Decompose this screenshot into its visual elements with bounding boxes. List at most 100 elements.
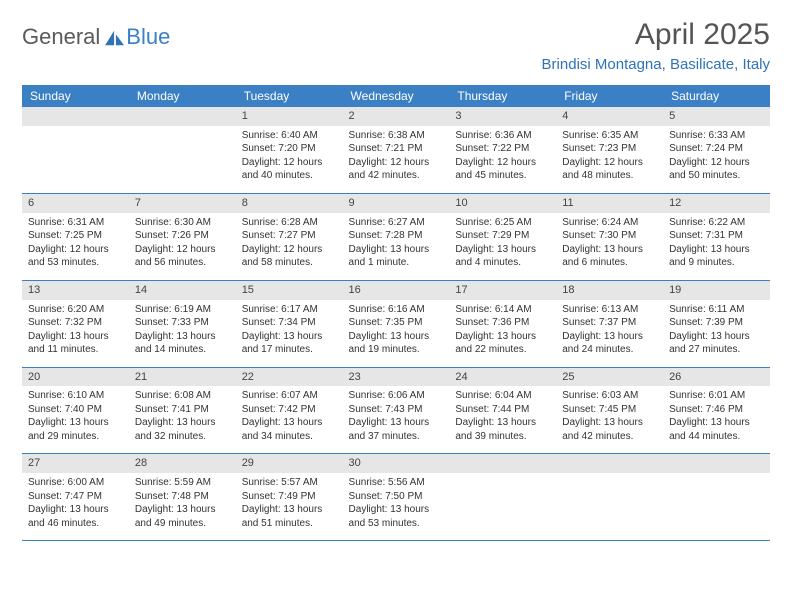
day-number: 18 xyxy=(556,281,663,300)
day-body: Sunrise: 6:11 AMSunset: 7:39 PMDaylight:… xyxy=(663,300,770,367)
sunset-text: Sunset: 7:25 PM xyxy=(28,229,123,243)
daylight-text: Daylight: 13 hours and 34 minutes. xyxy=(242,416,337,443)
sunset-text: Sunset: 7:22 PM xyxy=(455,142,550,156)
daylight-text: Daylight: 13 hours and 14 minutes. xyxy=(135,330,230,357)
day-body: Sunrise: 6:01 AMSunset: 7:46 PMDaylight:… xyxy=(663,386,770,453)
sunrise-text: Sunrise: 6:13 AM xyxy=(562,303,657,317)
sunset-text: Sunset: 7:24 PM xyxy=(669,142,764,156)
sunset-text: Sunset: 7:36 PM xyxy=(455,316,550,330)
day-number: 15 xyxy=(236,281,343,300)
daylight-text: Daylight: 12 hours and 42 minutes. xyxy=(349,156,444,183)
sunset-text: Sunset: 7:32 PM xyxy=(28,316,123,330)
day-number xyxy=(449,454,556,473)
sunrise-text: Sunrise: 6:07 AM xyxy=(242,389,337,403)
calendar-cell: 20Sunrise: 6:10 AMSunset: 7:40 PMDayligh… xyxy=(22,367,129,454)
calendar-cell xyxy=(663,454,770,541)
day-number xyxy=(129,107,236,126)
day-body: Sunrise: 6:19 AMSunset: 7:33 PMDaylight:… xyxy=(129,300,236,367)
day-number: 30 xyxy=(343,454,450,473)
daylight-text: Daylight: 13 hours and 32 minutes. xyxy=(135,416,230,443)
daylight-text: Daylight: 13 hours and 19 minutes. xyxy=(349,330,444,357)
sunrise-text: Sunrise: 6:38 AM xyxy=(349,129,444,143)
day-body: Sunrise: 6:10 AMSunset: 7:40 PMDaylight:… xyxy=(22,386,129,453)
daylight-text: Daylight: 13 hours and 42 minutes. xyxy=(562,416,657,443)
day-body: Sunrise: 6:38 AMSunset: 7:21 PMDaylight:… xyxy=(343,126,450,193)
day-body: Sunrise: 6:06 AMSunset: 7:43 PMDaylight:… xyxy=(343,386,450,453)
day-body: Sunrise: 6:07 AMSunset: 7:42 PMDaylight:… xyxy=(236,386,343,453)
day-number: 26 xyxy=(663,368,770,387)
sunrise-text: Sunrise: 6:40 AM xyxy=(242,129,337,143)
day-body: Sunrise: 6:03 AMSunset: 7:45 PMDaylight:… xyxy=(556,386,663,453)
calendar-cell: 28Sunrise: 5:59 AMSunset: 7:48 PMDayligh… xyxy=(129,454,236,541)
weekday-header: Tuesday xyxy=(236,85,343,107)
sunset-text: Sunset: 7:50 PM xyxy=(349,490,444,504)
weekday-header-row: Sunday Monday Tuesday Wednesday Thursday… xyxy=(22,85,770,107)
calendar-cell: 12Sunrise: 6:22 AMSunset: 7:31 PMDayligh… xyxy=(663,193,770,280)
day-number: 1 xyxy=(236,107,343,126)
sunset-text: Sunset: 7:49 PM xyxy=(242,490,337,504)
weekday-header: Monday xyxy=(129,85,236,107)
sunset-text: Sunset: 7:21 PM xyxy=(349,142,444,156)
calendar-cell xyxy=(556,454,663,541)
day-body: Sunrise: 6:04 AMSunset: 7:44 PMDaylight:… xyxy=(449,386,556,453)
calendar-cell xyxy=(22,107,129,193)
calendar-cell: 23Sunrise: 6:06 AMSunset: 7:43 PMDayligh… xyxy=(343,367,450,454)
calendar-cell: 5Sunrise: 6:33 AMSunset: 7:24 PMDaylight… xyxy=(663,107,770,193)
day-number: 24 xyxy=(449,368,556,387)
day-body: Sunrise: 5:59 AMSunset: 7:48 PMDaylight:… xyxy=(129,473,236,540)
page-title: April 2025 xyxy=(542,18,770,52)
sunset-text: Sunset: 7:39 PM xyxy=(669,316,764,330)
day-number: 8 xyxy=(236,194,343,213)
logo-text-general: General xyxy=(22,24,100,50)
calendar-cell: 7Sunrise: 6:30 AMSunset: 7:26 PMDaylight… xyxy=(129,193,236,280)
sunset-text: Sunset: 7:34 PM xyxy=(242,316,337,330)
day-body: Sunrise: 6:27 AMSunset: 7:28 PMDaylight:… xyxy=(343,213,450,280)
daylight-text: Daylight: 13 hours and 24 minutes. xyxy=(562,330,657,357)
daylight-text: Daylight: 13 hours and 9 minutes. xyxy=(669,243,764,270)
day-body: Sunrise: 5:56 AMSunset: 7:50 PMDaylight:… xyxy=(343,473,450,540)
weekday-header: Saturday xyxy=(663,85,770,107)
daylight-text: Daylight: 13 hours and 39 minutes. xyxy=(455,416,550,443)
sunset-text: Sunset: 7:47 PM xyxy=(28,490,123,504)
sunrise-text: Sunrise: 6:27 AM xyxy=(349,216,444,230)
sunrise-text: Sunrise: 6:11 AM xyxy=(669,303,764,317)
sunrise-text: Sunrise: 6:03 AM xyxy=(562,389,657,403)
sunrise-text: Sunrise: 5:59 AM xyxy=(135,476,230,490)
daylight-text: Daylight: 12 hours and 58 minutes. xyxy=(242,243,337,270)
day-number: 27 xyxy=(22,454,129,473)
day-body xyxy=(22,126,129,182)
sunrise-text: Sunrise: 6:19 AM xyxy=(135,303,230,317)
calendar-cell: 11Sunrise: 6:24 AMSunset: 7:30 PMDayligh… xyxy=(556,193,663,280)
sunrise-text: Sunrise: 6:00 AM xyxy=(28,476,123,490)
sunrise-text: Sunrise: 6:36 AM xyxy=(455,129,550,143)
day-number: 28 xyxy=(129,454,236,473)
weekday-header: Sunday xyxy=(22,85,129,107)
sunset-text: Sunset: 7:33 PM xyxy=(135,316,230,330)
sunset-text: Sunset: 7:30 PM xyxy=(562,229,657,243)
day-body: Sunrise: 6:36 AMSunset: 7:22 PMDaylight:… xyxy=(449,126,556,193)
sunrise-text: Sunrise: 6:04 AM xyxy=(455,389,550,403)
sunset-text: Sunset: 7:37 PM xyxy=(562,316,657,330)
sunset-text: Sunset: 7:23 PM xyxy=(562,142,657,156)
daylight-text: Daylight: 13 hours and 29 minutes. xyxy=(28,416,123,443)
day-number xyxy=(663,454,770,473)
day-body: Sunrise: 6:25 AMSunset: 7:29 PMDaylight:… xyxy=(449,213,556,280)
sunset-text: Sunset: 7:28 PM xyxy=(349,229,444,243)
day-number xyxy=(556,454,663,473)
logo-sail-icon xyxy=(104,29,126,47)
header: General Blue April 2025 Brindisi Montagn… xyxy=(22,18,770,73)
day-body: Sunrise: 6:28 AMSunset: 7:27 PMDaylight:… xyxy=(236,213,343,280)
day-number: 12 xyxy=(663,194,770,213)
calendar-cell: 30Sunrise: 5:56 AMSunset: 7:50 PMDayligh… xyxy=(343,454,450,541)
daylight-text: Daylight: 13 hours and 44 minutes. xyxy=(669,416,764,443)
sunrise-text: Sunrise: 6:16 AM xyxy=(349,303,444,317)
day-number xyxy=(22,107,129,126)
calendar-week-row: 1Sunrise: 6:40 AMSunset: 7:20 PMDaylight… xyxy=(22,107,770,193)
day-number: 10 xyxy=(449,194,556,213)
title-block: April 2025 Brindisi Montagna, Basilicate… xyxy=(542,18,770,73)
daylight-text: Daylight: 12 hours and 40 minutes. xyxy=(242,156,337,183)
day-body: Sunrise: 6:08 AMSunset: 7:41 PMDaylight:… xyxy=(129,386,236,453)
calendar-week-row: 20Sunrise: 6:10 AMSunset: 7:40 PMDayligh… xyxy=(22,367,770,454)
sunset-text: Sunset: 7:26 PM xyxy=(135,229,230,243)
calendar-table: Sunday Monday Tuesday Wednesday Thursday… xyxy=(22,85,770,541)
